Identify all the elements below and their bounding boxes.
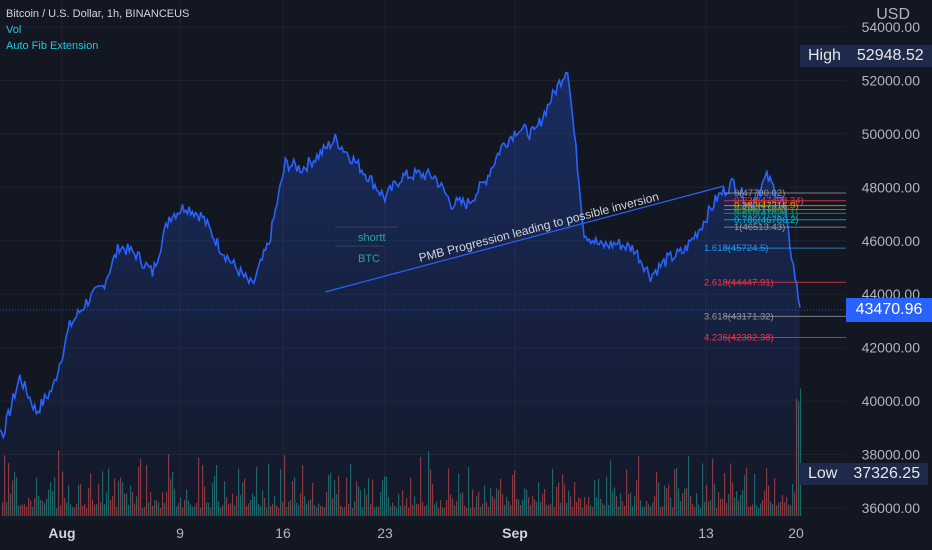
fib-label: 0.618(47024.1) [734, 208, 798, 219]
high-badge: High 52948.52 [800, 45, 932, 67]
high-label: High [808, 47, 841, 64]
low-badge: Low 37326.25 [800, 463, 929, 485]
chart-legend: Bitcoin / U.S. Dollar, 1h, BINANCEUS Vol… [6, 6, 189, 54]
x-tick-label: 13 [698, 525, 714, 541]
price-line[interactable] [0, 71, 801, 440]
fib-label: 0.5(47170.1) [734, 205, 788, 216]
fib-label: 1(46513.43) [734, 222, 785, 233]
btc-label: BTC [358, 253, 380, 265]
trend-line[interactable] [324, 185, 725, 293]
y-tick-label: 38000.00 [862, 447, 921, 463]
y-tick-label: 40000.00 [862, 393, 921, 409]
x-tick-label: Sep [502, 525, 528, 541]
price-area [0, 71, 801, 520]
last-price-tag: 43470.96 [846, 298, 932, 322]
currency-label[interactable]: USD [876, 6, 910, 23]
y-tick-label: 42000.00 [862, 340, 921, 356]
fib-label: 0.786(46786.2) [734, 215, 798, 226]
x-tick-label: 23 [377, 525, 393, 541]
fib-extension: 0(47790.02)0.236(47498.34)0.382(47316.9)… [704, 188, 846, 343]
x-tick-label: 20 [788, 525, 804, 541]
fib-label: 0(47790.02) [734, 188, 785, 199]
low-value: 37326.25 [853, 465, 921, 482]
x-tick-label: 16 [275, 525, 291, 541]
legend-indicator[interactable]: Auto Fib Extension [6, 40, 99, 52]
high-value: 52948.52 [856, 47, 924, 64]
fib-label: 2.618(44447.91) [704, 277, 774, 288]
fib-label: 0.382(47316.9) [734, 201, 798, 212]
y-tick-label: 36000.00 [862, 500, 921, 516]
legend-title[interactable]: Bitcoin / U.S. Dollar, 1h, BINANCEUS [6, 8, 190, 20]
price-area-fill [0, 72, 800, 520]
legend-vol[interactable]: Vol [6, 24, 22, 36]
y-tick-label: 50000.00 [862, 126, 921, 142]
low-label: Low [808, 465, 838, 482]
y-tick-label: 48000.00 [862, 179, 921, 195]
y-tick-label: 46000.00 [862, 233, 921, 249]
price-axis[interactable]: 54000.00 52000.00 50000.00 48000.00 46000.00… [862, 19, 921, 516]
fib-label: 3.618(43171.32) [704, 311, 774, 322]
x-tick-label: Aug [48, 525, 75, 541]
shortt-label: shortt [358, 232, 386, 244]
y-tick-label: 54000.00 [862, 19, 921, 35]
y-tick-label: 52000.00 [862, 72, 921, 88]
fib-label: 1.618(45724.5) [704, 243, 768, 254]
fib-label: 4.236(42382.38) [704, 332, 774, 343]
fib-label: 0.236(47498.34) [734, 196, 804, 207]
x-tick-label: 9 [176, 525, 184, 541]
time-axis[interactable]: Aug 9 16 23 Sep 13 20 [48, 525, 804, 541]
volume-bar [800, 388, 802, 516]
